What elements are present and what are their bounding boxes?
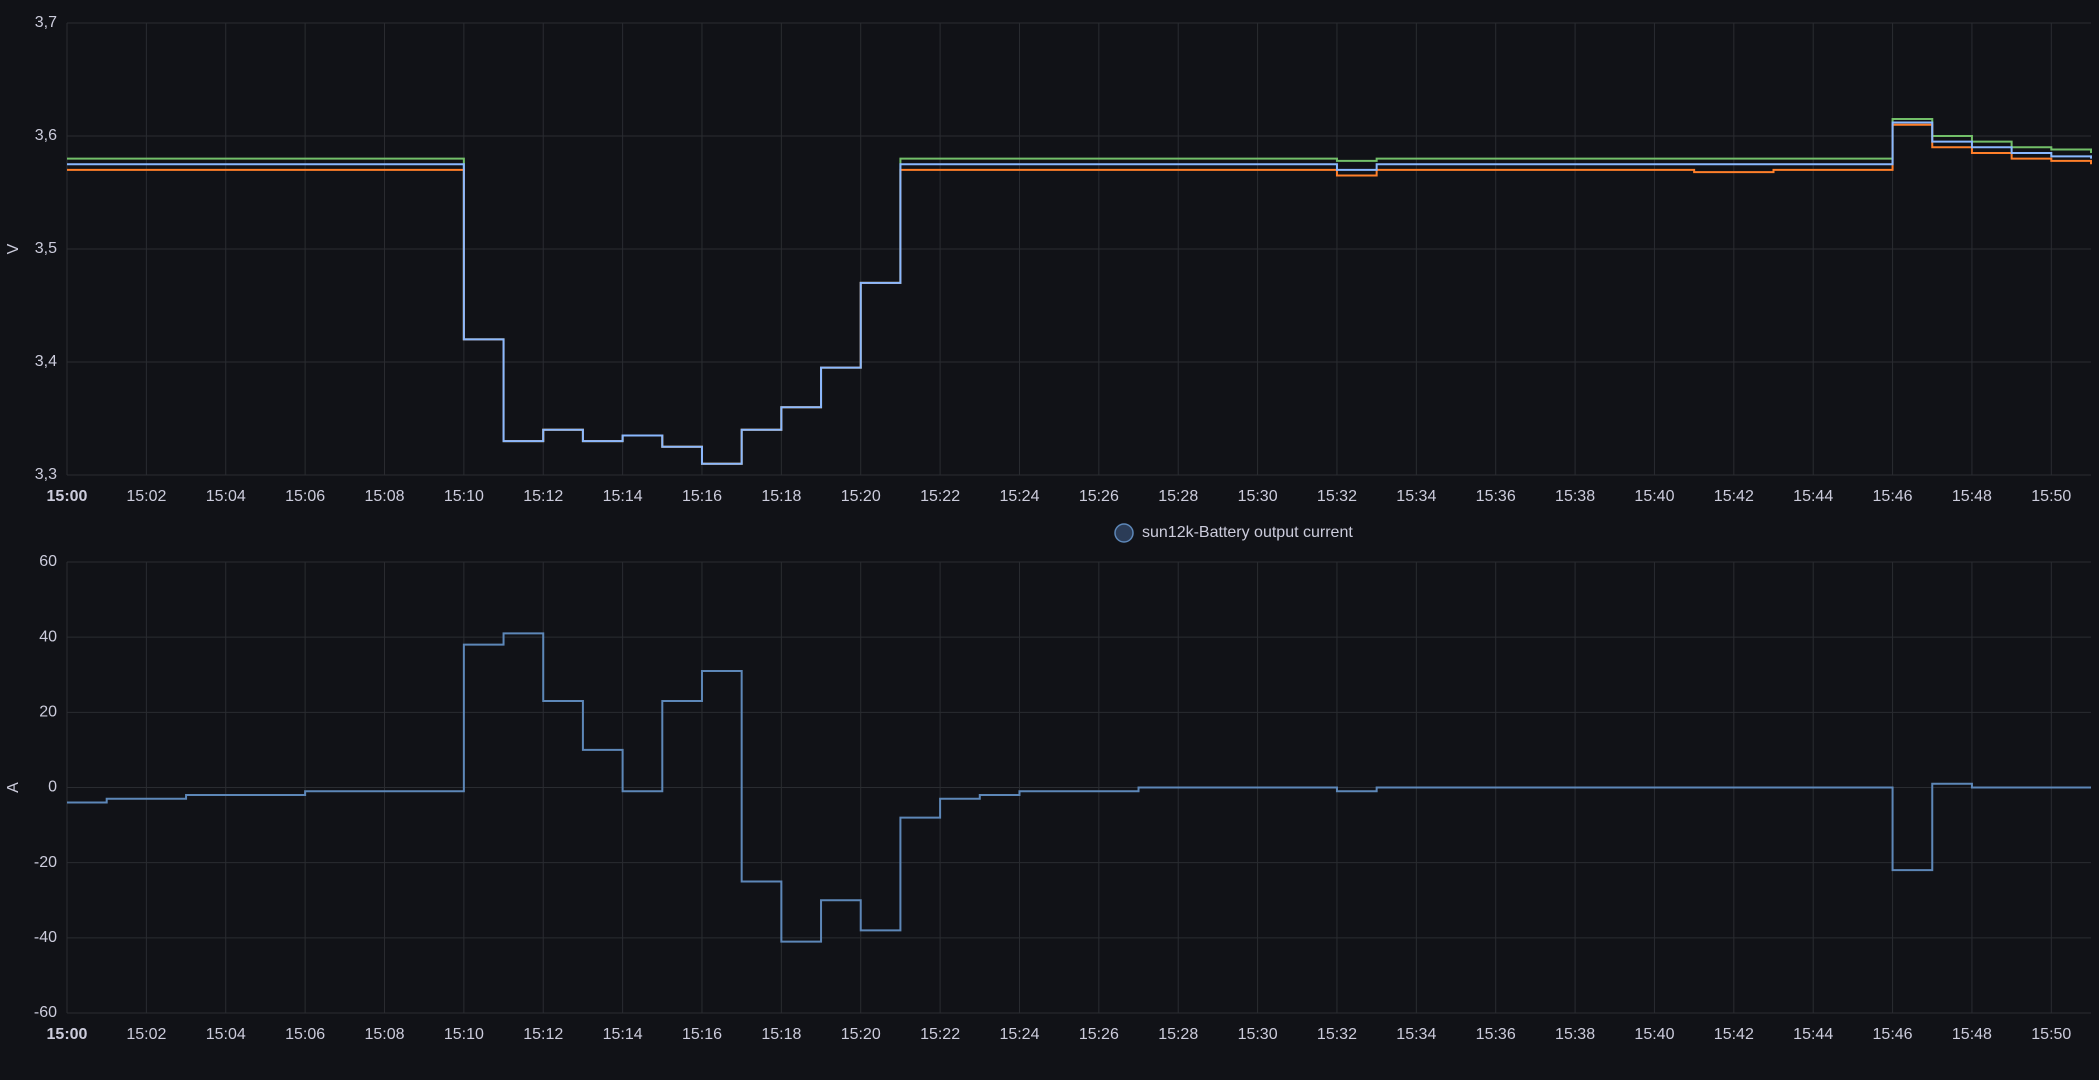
x-tick-label: 15:18 xyxy=(761,1026,801,1043)
x-tick-label: 15:22 xyxy=(920,488,960,505)
x-tick-label: 15:14 xyxy=(603,488,643,505)
x-tick-label: 15:16 xyxy=(682,1026,722,1043)
x-tick-label: 15:16 xyxy=(682,488,722,505)
y-tick-label: 20 xyxy=(39,704,57,721)
x-tick-label: 15:20 xyxy=(841,488,881,505)
x-tick-label: 15:04 xyxy=(206,488,246,505)
y-tick-label: 3,7 xyxy=(35,14,57,31)
y-tick-label: -20 xyxy=(34,854,57,871)
series-line xyxy=(67,121,2092,465)
x-tick-label: 15:22 xyxy=(920,1026,960,1043)
series-line xyxy=(67,632,2091,943)
x-tick-label: 15:14 xyxy=(603,1026,643,1043)
legend-label: sun12k-Battery output current xyxy=(1142,524,1353,541)
x-tick-label: 15:38 xyxy=(1555,488,1595,505)
x-tick-label: 15:12 xyxy=(523,1026,563,1043)
y-tick-label: 0 xyxy=(48,779,57,796)
x-tick-label: 15:06 xyxy=(285,488,325,505)
x-tick-label: 15:32 xyxy=(1317,1026,1357,1043)
y-axis-label: A xyxy=(5,782,22,793)
x-tick-label: 15:24 xyxy=(999,1026,1039,1043)
y-tick-label: 60 xyxy=(39,553,57,570)
x-tick-label: 15:32 xyxy=(1317,488,1357,505)
x-tick-label: 15:02 xyxy=(126,488,166,505)
x-tick-label: 15:24 xyxy=(999,488,1039,505)
x-tick-label: 15:04 xyxy=(206,1026,246,1043)
x-tick-label: 15:30 xyxy=(1238,1026,1278,1043)
x-tick-label: 15:00 xyxy=(47,1026,88,1043)
x-tick-label: 15:38 xyxy=(1555,1026,1595,1043)
x-tick-label: 15:28 xyxy=(1158,488,1198,505)
x-tick-label: 15:30 xyxy=(1238,488,1278,505)
x-tick-label: 15:00 xyxy=(47,488,88,505)
x-tick-label: 15:26 xyxy=(1079,488,1119,505)
y-axis-label: V xyxy=(5,243,22,254)
y-tick-label: 3,5 xyxy=(35,240,57,257)
x-tick-label: 15:18 xyxy=(761,488,801,505)
x-tick-label: 15:34 xyxy=(1396,1026,1436,1043)
x-tick-label: 15:20 xyxy=(841,1026,881,1043)
x-tick-label: 15:12 xyxy=(523,488,563,505)
x-tick-label: 15:36 xyxy=(1476,488,1516,505)
y-tick-label: 3,6 xyxy=(35,127,57,144)
x-tick-label: 15:34 xyxy=(1396,488,1436,505)
y-tick-label: -60 xyxy=(34,1004,57,1021)
x-tick-label: 15:50 xyxy=(2031,1026,2071,1043)
x-tick-label: 15:02 xyxy=(126,1026,166,1043)
x-tick-label: 15:46 xyxy=(1873,488,1913,505)
y-tick-label: -40 xyxy=(34,929,57,946)
x-tick-label: 15:40 xyxy=(1634,488,1674,505)
x-tick-label: 15:48 xyxy=(1952,488,1992,505)
x-tick-label: 15:06 xyxy=(285,1026,325,1043)
x-tick-label: 15:36 xyxy=(1476,1026,1516,1043)
x-tick-label: 15:46 xyxy=(1873,1026,1913,1043)
x-tick-label: 15:28 xyxy=(1158,1026,1198,1043)
x-tick-label: 15:08 xyxy=(364,1026,404,1043)
x-tick-label: 15:10 xyxy=(444,488,484,505)
x-tick-label: 15:48 xyxy=(1952,1026,1992,1043)
x-tick-label: 15:42 xyxy=(1714,1026,1754,1043)
x-tick-label: 15:40 xyxy=(1634,1026,1674,1043)
legend-swatch xyxy=(1114,523,1134,543)
y-tick-label: 3,3 xyxy=(35,466,57,483)
x-tick-label: 15:44 xyxy=(1793,1026,1833,1043)
series-line xyxy=(67,123,2092,465)
x-tick-label: 15:10 xyxy=(444,1026,484,1043)
x-tick-label: 15:26 xyxy=(1079,1026,1119,1043)
y-tick-label: 3,4 xyxy=(35,353,57,370)
x-tick-label: 15:42 xyxy=(1714,488,1754,505)
x-tick-label: 15:44 xyxy=(1793,488,1833,505)
x-tick-label: 15:08 xyxy=(364,488,404,505)
y-tick-label: 40 xyxy=(39,628,57,645)
x-tick-label: 15:50 xyxy=(2031,488,2071,505)
